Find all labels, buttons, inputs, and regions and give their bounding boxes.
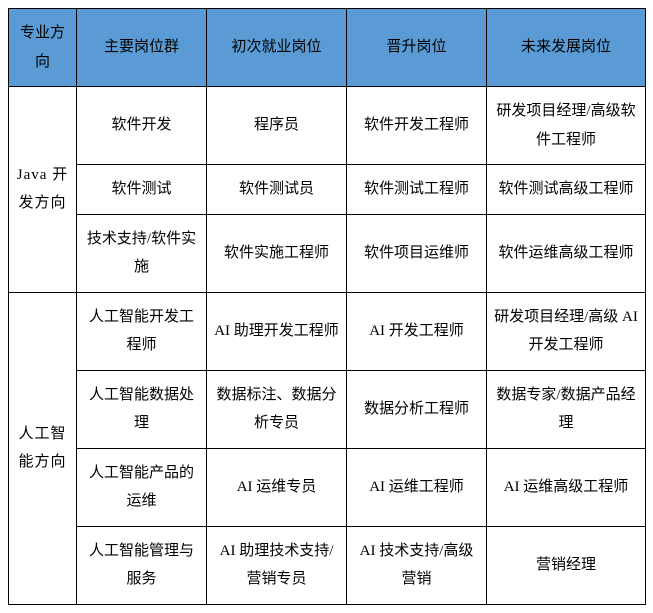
table-row: Java 开发方向 软件开发 程序员 软件开发工程师 研发项目经理/高级软件工程… [9,87,646,165]
cell-promotion: 软件项目运维师 [347,214,487,292]
cell-future: 营销经理 [487,526,646,604]
cell-main: 软件测试 [77,165,207,215]
cell-first: 软件测试员 [207,165,347,215]
cell-future: 软件运维高级工程师 [487,214,646,292]
cell-promotion: 数据分析工程师 [347,370,487,448]
col-header-promotion: 晋升岗位 [347,9,487,87]
table-row: 人工智能管理与服务 AI 助理技术支持/营销专员 AI 技术支持/高级营销 营销… [9,526,646,604]
cell-main: 人工智能数据处理 [77,370,207,448]
table-row: 技术支持/软件实施 软件实施工程师 软件项目运维师 软件运维高级工程师 [9,214,646,292]
cell-main: 人工智能开发工程师 [77,292,207,370]
cell-main: 技术支持/软件实施 [77,214,207,292]
table-header-row: 专业方向 主要岗位群 初次就业岗位 晋升岗位 未来发展岗位 [9,9,646,87]
cell-first: 程序员 [207,87,347,165]
direction-cell-java: Java 开发方向 [9,87,77,293]
cell-promotion: AI 开发工程师 [347,292,487,370]
col-header-future: 未来发展岗位 [487,9,646,87]
cell-promotion: 软件开发工程师 [347,87,487,165]
table-row: 人工智能数据处理 数据标注、数据分析专员 数据分析工程师 数据专家/数据产品经理 [9,370,646,448]
col-header-direction: 专业方向 [9,9,77,87]
cell-future: 数据专家/数据产品经理 [487,370,646,448]
cell-future: 软件测试高级工程师 [487,165,646,215]
table-row: 人工智能产品的运维 AI 运维专员 AI 运维工程师 AI 运维高级工程师 [9,448,646,526]
table-row: 软件测试 软件测试员 软件测试工程师 软件测试高级工程师 [9,165,646,215]
cell-main: 软件开发 [77,87,207,165]
direction-cell-ai: 人工智能方向 [9,292,77,604]
col-header-main-group: 主要岗位群 [77,9,207,87]
cell-promotion: AI 运维工程师 [347,448,487,526]
table-row: 人工智能方向 人工智能开发工程师 AI 助理开发工程师 AI 开发工程师 研发项… [9,292,646,370]
cell-promotion: AI 技术支持/高级营销 [347,526,487,604]
cell-main: 人工智能管理与服务 [77,526,207,604]
cell-promotion: 软件测试工程师 [347,165,487,215]
cell-main: 人工智能产品的运维 [77,448,207,526]
career-table: 专业方向 主要岗位群 初次就业岗位 晋升岗位 未来发展岗位 Java 开发方向 … [8,8,646,605]
cell-first: 软件实施工程师 [207,214,347,292]
col-header-first-job: 初次就业岗位 [207,9,347,87]
cell-future: 研发项目经理/高级 AI 开发工程师 [487,292,646,370]
cell-future: 研发项目经理/高级软件工程师 [487,87,646,165]
cell-first: AI 运维专员 [207,448,347,526]
cell-first: 数据标注、数据分析专员 [207,370,347,448]
cell-first: AI 助理开发工程师 [207,292,347,370]
cell-future: AI 运维高级工程师 [487,448,646,526]
cell-first: AI 助理技术支持/营销专员 [207,526,347,604]
